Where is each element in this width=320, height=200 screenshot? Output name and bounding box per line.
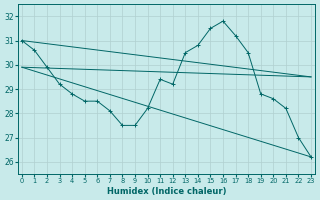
X-axis label: Humidex (Indice chaleur): Humidex (Indice chaleur): [107, 187, 226, 196]
